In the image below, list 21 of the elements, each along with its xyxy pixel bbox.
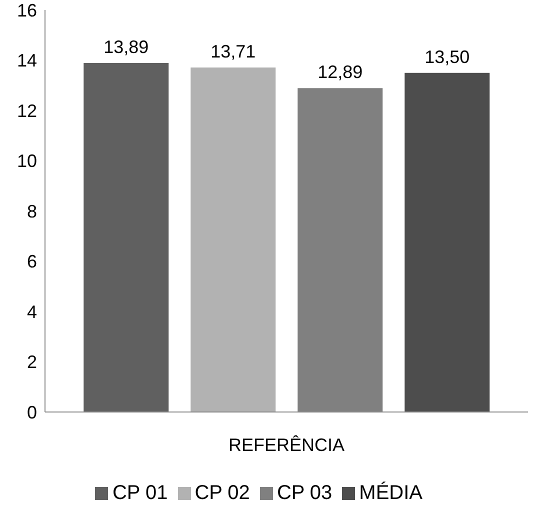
legend-label: CP 02 <box>194 482 250 504</box>
y-tick-label: 14 <box>16 50 37 71</box>
bar <box>404 72 490 412</box>
y-tick-label: 8 <box>26 201 37 222</box>
data-label: 13,89 <box>104 37 149 58</box>
y-tick-label: 10 <box>16 151 37 172</box>
data-label: 13,71 <box>210 42 256 62</box>
y-tick-label: 0 <box>26 402 37 422</box>
y-tick-label: 4 <box>26 302 37 322</box>
x-tick-label: REFERÊNCIA <box>228 434 345 455</box>
data-label: 13,50 <box>424 46 470 67</box>
legend-label: CP 03 <box>276 482 332 504</box>
legend-label: MÉDIA <box>359 482 423 504</box>
data-label: 12,89 <box>318 62 363 82</box>
y-tick-label: 16 <box>16 0 37 20</box>
y-tick-label: 12 <box>16 100 37 121</box>
y-tick-label: 6 <box>26 252 37 272</box>
y-tick-label: 2 <box>26 352 37 372</box>
legend-label: CP 01 <box>112 482 168 504</box>
bar <box>84 63 169 412</box>
bar <box>190 68 276 412</box>
